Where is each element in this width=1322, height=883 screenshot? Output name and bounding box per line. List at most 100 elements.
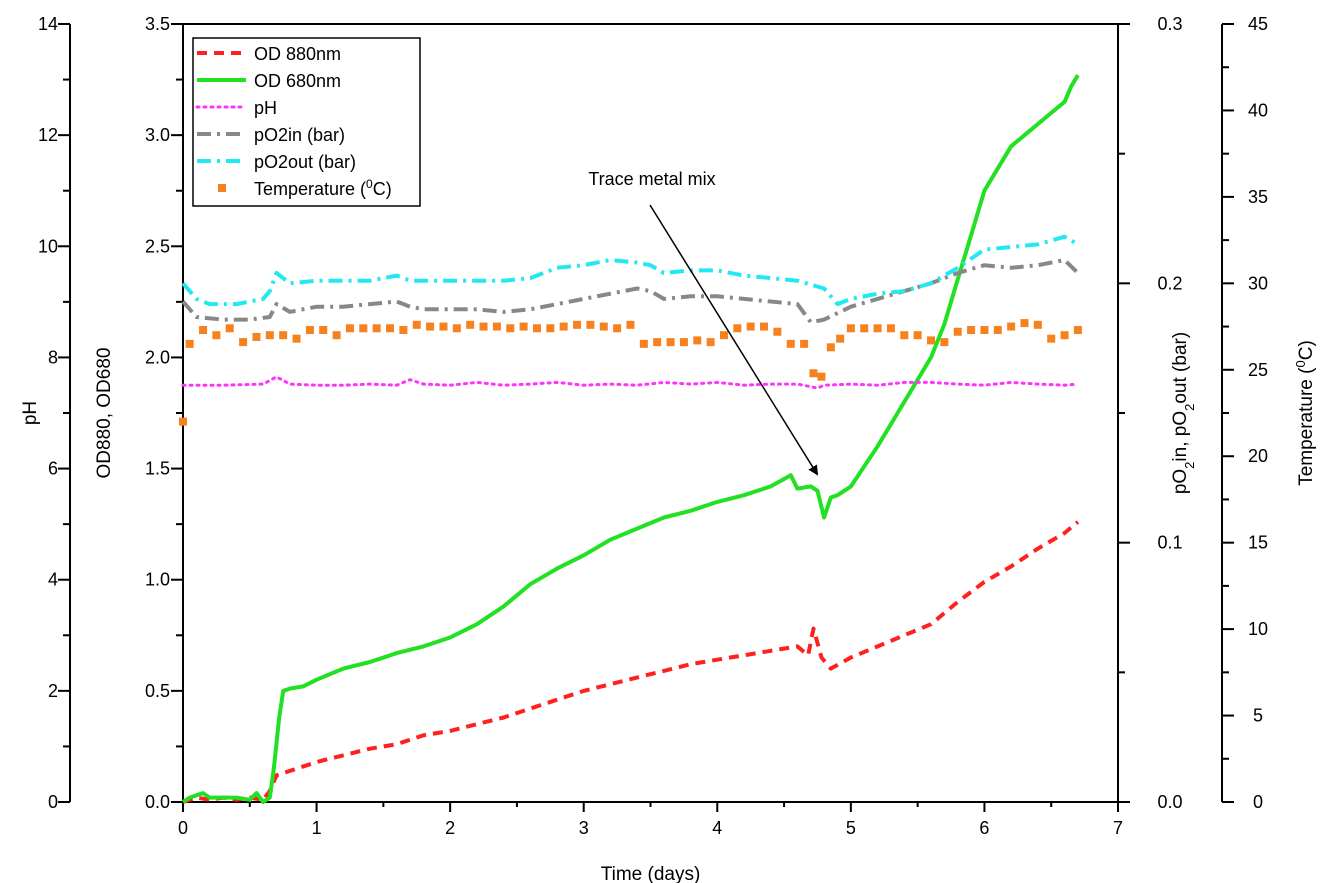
temperature-marker <box>1060 331 1069 340</box>
annotation-text: Trace metal mix <box>588 169 715 189</box>
po2-axis-title-part: pO <box>1170 469 1191 494</box>
x-tick-label: 0 <box>178 818 188 838</box>
temperature-marker <box>613 324 622 333</box>
temperature-marker <box>773 327 782 336</box>
temperature-marker <box>1020 319 1029 328</box>
po2-axis-title-part: in, pO <box>1170 411 1191 462</box>
temp-tick-label: 40 <box>1248 100 1268 120</box>
series-2-line <box>181 375 1080 390</box>
temperature-marker <box>836 334 845 343</box>
temperature-marker <box>439 322 448 331</box>
od-tick-label: 0.0 <box>145 792 170 812</box>
temperature-marker <box>412 320 421 329</box>
temperature-marker <box>292 334 301 343</box>
temperature-marker <box>279 331 288 340</box>
series-layer <box>179 74 1082 804</box>
po2-axis-title-part: out (bar) <box>1170 332 1191 404</box>
od-tick-label: 2.5 <box>145 236 170 256</box>
temp-axis-title-part: Temperature ( <box>1296 367 1317 486</box>
temperature-marker <box>466 320 475 329</box>
temperature-marker <box>653 338 662 347</box>
legend-label: Temperature (0C) <box>254 177 392 199</box>
legend-label-part: Temperature ( <box>254 179 366 199</box>
legend-label: OD 880nm <box>254 44 341 64</box>
temperature-marker <box>185 339 194 348</box>
temperature-marker <box>666 338 675 347</box>
od-axis-title: OD880, OD680 <box>94 348 115 479</box>
x-tick-label: 6 <box>979 818 989 838</box>
legend: OD 880nm OD 680nm pH pO2in (bar) pO2out (bar… <box>192 37 421 207</box>
temperature-marker <box>639 339 648 348</box>
temperature-marker <box>399 326 408 335</box>
temperature-marker <box>1007 322 1016 331</box>
od-tick-label: 1.0 <box>145 570 170 590</box>
ph-tick-label: 2 <box>48 681 58 701</box>
temperature-marker <box>573 320 582 329</box>
temperature-marker <box>760 322 769 331</box>
x-tick-label: 1 <box>312 818 322 838</box>
annotation-arrow <box>649 204 819 476</box>
temperature-marker <box>506 324 515 333</box>
x-tick-label: 7 <box>1113 818 1123 838</box>
temperature-marker <box>706 338 715 347</box>
od-tick-label: 3.5 <box>145 14 170 34</box>
temp-tick-label: 35 <box>1248 187 1268 207</box>
ph-tick-label: 0 <box>48 792 58 812</box>
temperature-marker <box>733 324 742 333</box>
od-tick-label: 2.0 <box>145 347 170 367</box>
temperature-marker <box>817 372 826 381</box>
po2-tick-label: 0.1 <box>1157 533 1182 553</box>
temperature-marker <box>1073 326 1082 335</box>
temperature-marker <box>719 331 728 340</box>
x-tick-label: 5 <box>846 818 856 838</box>
temperature-marker <box>199 326 208 335</box>
temp-tick-label: 0 <box>1253 792 1263 812</box>
temperature-marker <box>599 322 608 331</box>
legend-label: pO2out (bar) <box>254 152 356 172</box>
ph-tick-label: 8 <box>48 347 58 367</box>
legend-label-superscript: 0 <box>366 177 373 191</box>
temperature-marker <box>492 322 501 331</box>
legend-label: pH <box>254 98 277 118</box>
temperature-marker <box>546 324 555 333</box>
annotation-layer: Trace metal mix <box>588 169 819 476</box>
temperature-marker <box>693 336 702 345</box>
temp-tick-label: 15 <box>1248 533 1268 553</box>
temperature-marker <box>239 338 248 347</box>
ph-axis-title: pH <box>20 401 41 425</box>
temperature-marker <box>345 324 354 333</box>
x-axis-title: Time (days) <box>601 864 701 883</box>
temperature-marker <box>809 369 818 378</box>
po2-axis-title: pO2in, pO2out (bar) <box>1170 332 1197 494</box>
temp-tick-label: 45 <box>1248 14 1268 34</box>
od-tick-label: 1.5 <box>145 459 170 479</box>
temperature-marker <box>426 322 435 331</box>
temperature-marker <box>479 322 488 331</box>
temperature-marker <box>372 324 381 333</box>
po2-axis-title-subscript: 2 <box>1182 462 1197 469</box>
temperature-marker <box>359 324 368 333</box>
temperature-marker <box>846 324 855 333</box>
temperature-marker <box>386 324 395 333</box>
temp-tick-label: 25 <box>1248 360 1268 380</box>
temp-axis-title-part: C) <box>1296 340 1317 360</box>
temperature-marker <box>179 417 187 426</box>
series-3-line <box>181 258 1080 325</box>
temperature-marker <box>1033 320 1042 329</box>
po2-axis-title-subscript: 2 <box>1182 404 1197 411</box>
po2-tick-label: 0.3 <box>1157 14 1182 34</box>
temperature-marker <box>452 324 461 333</box>
ph-tick-label: 14 <box>38 14 58 34</box>
legend-label: pO2in (bar) <box>254 125 345 145</box>
temp-tick-label: 5 <box>1253 706 1263 726</box>
temperature-marker <box>746 322 755 331</box>
temp-tick-label: 20 <box>1248 446 1268 466</box>
temperature-marker <box>332 331 341 340</box>
x-tick-label: 2 <box>445 818 455 838</box>
temperature-marker <box>927 336 935 345</box>
temperature-marker <box>319 326 328 335</box>
temperature-marker <box>265 331 274 340</box>
temperature-marker <box>786 339 795 348</box>
ph-tick-label: 10 <box>38 236 58 256</box>
